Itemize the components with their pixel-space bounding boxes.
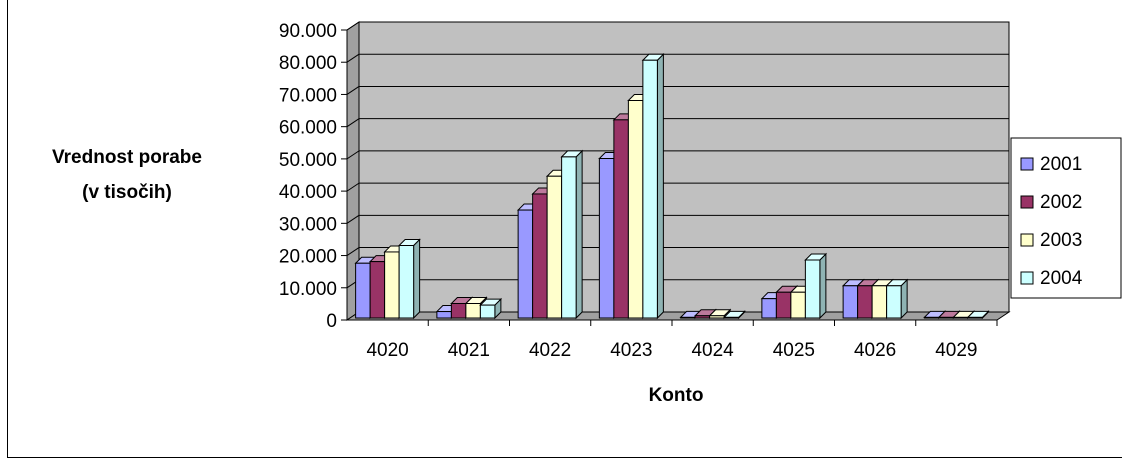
gridline-side — [346, 214, 360, 224]
bar — [709, 315, 725, 319]
bar — [680, 316, 696, 319]
legend-swatch — [1020, 271, 1034, 285]
bar — [694, 315, 711, 319]
y-axis-title-line-2: (v tisočih) — [82, 182, 172, 203]
x-axis-title: Konto — [649, 385, 704, 406]
bar — [923, 316, 940, 319]
bar — [938, 316, 954, 319]
gridline-side — [346, 150, 360, 160]
bar-side — [413, 238, 421, 320]
y-tick-label: 0 — [326, 311, 337, 332]
bar — [613, 119, 629, 319]
bar — [561, 156, 577, 319]
bar — [355, 262, 371, 319]
bar — [761, 298, 777, 319]
bar — [384, 251, 400, 319]
y-tick-label: 60.000 — [279, 118, 337, 139]
x-tick-label: 4024 — [691, 340, 734, 361]
bar — [871, 285, 888, 319]
y-tick-label: 70.000 — [279, 85, 337, 106]
bar — [842, 285, 859, 319]
bar — [790, 291, 806, 319]
gridline-side — [346, 21, 360, 31]
bar — [952, 316, 969, 319]
bar — [857, 285, 873, 319]
bar — [546, 175, 563, 319]
gridline-side — [346, 247, 360, 256]
bar — [465, 303, 481, 319]
back-wall — [358, 21, 1010, 313]
y-tick-label: 50.000 — [279, 150, 337, 171]
bar — [723, 316, 740, 319]
x-tick-label: 4022 — [529, 340, 571, 361]
legend-swatch — [1020, 233, 1034, 247]
y-tick-label: 90.000 — [279, 21, 337, 42]
bar — [967, 316, 983, 319]
bar — [627, 100, 644, 319]
bar — [775, 291, 792, 319]
x-tick-label: 4026 — [854, 340, 896, 361]
legend-label: 2001 — [1040, 154, 1082, 175]
bar — [369, 261, 386, 319]
legend-swatch — [1020, 157, 1034, 171]
bar — [642, 59, 658, 319]
x-tick-label: 4025 — [773, 340, 815, 361]
bar — [532, 193, 548, 319]
gridline-side — [346, 86, 360, 95]
bar — [436, 311, 452, 319]
bar — [804, 259, 821, 319]
y-tick-label: 80.000 — [279, 53, 337, 74]
bar-side — [656, 53, 664, 320]
gridline-side — [346, 53, 360, 63]
y-tick-label: 10.000 — [279, 279, 337, 300]
x-tick-label: 4021 — [448, 340, 490, 361]
legend-label: 2003 — [1040, 230, 1082, 251]
bar — [479, 304, 496, 319]
bar — [517, 209, 534, 319]
legend-label: 2002 — [1040, 192, 1082, 213]
x-tick-label: 4023 — [610, 340, 652, 361]
y-axis-title-line-1: Vrednost porabe — [52, 147, 202, 168]
x-tick-label: 4020 — [366, 340, 408, 361]
bar-side — [575, 149, 583, 320]
legend-swatch — [1020, 195, 1034, 209]
bar-side — [819, 252, 827, 320]
y-tick-label: 40.000 — [279, 182, 337, 203]
gridline-side — [346, 182, 360, 192]
x-tick-label: 4029 — [935, 340, 977, 361]
bar — [886, 285, 902, 319]
bar — [398, 245, 415, 319]
y-tick-label: 30.000 — [279, 214, 337, 235]
legend-label: 2004 — [1040, 268, 1083, 289]
y-tick-label: 20.000 — [279, 247, 337, 268]
gridline-side — [346, 118, 360, 128]
bar — [598, 158, 615, 319]
bar — [450, 303, 467, 319]
